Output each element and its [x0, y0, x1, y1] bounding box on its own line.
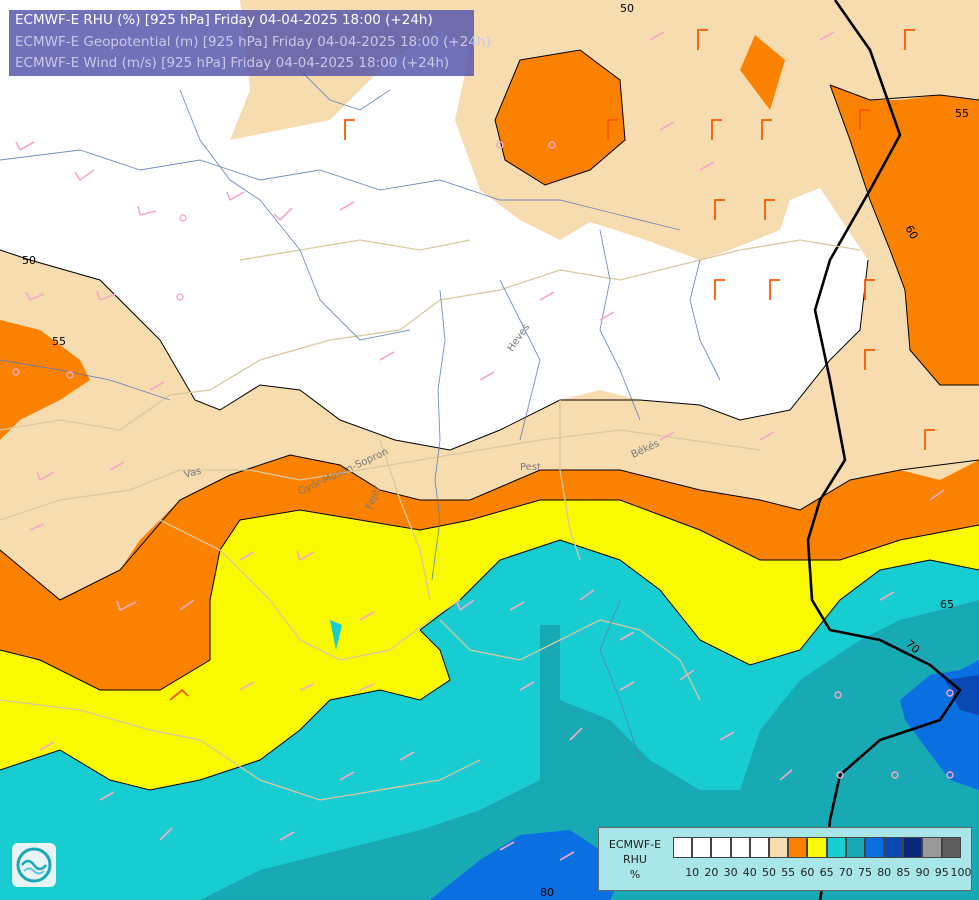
admin-borders	[0, 239, 861, 801]
legend-tick-label: 100	[950, 866, 972, 879]
legend-swatch	[826, 837, 846, 858]
place-label: Vas	[183, 466, 203, 481]
legend-tick-label: 50	[762, 866, 776, 879]
contour-label: 55	[955, 107, 969, 120]
rhu-75-area	[200, 600, 979, 900]
legend-model: ECMWF-E	[608, 838, 662, 851]
contour-label: 80	[540, 886, 554, 899]
rhu-title: ECMWF-E RHU (%) [925 hPa] Friday 04-04-2…	[15, 12, 433, 28]
legend-swatch	[884, 837, 904, 858]
legend-ticks: 10 20 30 40 50 55 60 65 70 75 80 85 90 95 100	[673, 866, 973, 880]
ecmwf-logo-icon	[12, 843, 56, 887]
rhu-70-small	[330, 620, 342, 650]
legend-swatch	[749, 837, 769, 858]
rhu-60-main-band	[0, 455, 979, 690]
geopotential-contour	[806, 0, 962, 900]
legend-swatches	[673, 837, 961, 858]
contour-label: 50	[620, 2, 634, 15]
rhu-contours	[0, 49, 979, 791]
contour-label: 65	[940, 598, 954, 611]
legend-tick-label: 40	[742, 866, 757, 879]
legend-swatch	[845, 837, 865, 858]
legend-swatch	[730, 837, 750, 858]
rhu-below-55-area	[0, 0, 868, 450]
contour-label: 50	[22, 254, 36, 267]
legend-tick-label: 20	[704, 866, 719, 879]
color-legend: ECMWF-E RHU % 10 20 30 40 50 55 60 65 70 75 80 85 90…	[598, 827, 972, 891]
contour-label: 60	[902, 223, 920, 242]
legend-tick-label: 30	[723, 866, 738, 879]
legend-variable: RHU	[623, 853, 647, 866]
place-label: Pest	[520, 462, 541, 473]
legend-tick-label: 85	[896, 866, 911, 879]
legend-swatch	[922, 837, 942, 858]
legend-tick-label: 10	[685, 866, 700, 879]
geopotential-title: ECMWF-E Geopotential (m) [925 hPa] Frida…	[15, 34, 491, 50]
contour-label: 55	[52, 335, 66, 348]
legend-swatch	[711, 837, 731, 858]
strong-wind-barbs	[169, 29, 935, 701]
legend-tick-label: 80	[877, 866, 892, 879]
legend-swatch	[941, 837, 961, 858]
rhu-60-west	[0, 320, 90, 440]
rhu-80-area-south	[430, 830, 620, 900]
legend-swatch	[768, 837, 789, 858]
map-title-box: ECMWF-E RHU (%) [925 hPa] Friday 04-04-2…	[9, 10, 491, 76]
rhu-60-north-small	[740, 35, 785, 110]
legend-tick-label: 60	[800, 866, 815, 879]
legend-unit: %	[629, 868, 641, 881]
legend-swatch	[788, 837, 808, 858]
legend-swatch	[903, 837, 923, 858]
legend-swatch	[673, 837, 693, 858]
calm-circles	[12, 141, 954, 779]
rivers	[0, 69, 721, 761]
legend-tick-label: 70	[838, 866, 853, 879]
legend-tick-label: 65	[819, 866, 834, 879]
legend-tick-label: 90	[915, 866, 930, 879]
legend-swatch	[807, 837, 827, 858]
legend-tick-label: 95	[934, 866, 949, 879]
legend-tick-label: 75	[858, 866, 872, 879]
rhu-60-east	[830, 85, 979, 385]
legend-swatch	[692, 837, 712, 858]
rhu-60-north	[495, 50, 625, 185]
wind-barbs	[15, 31, 945, 861]
legend-tick-label: 55	[781, 866, 796, 879]
wind-title: ECMWF-E Wind (m/s) [925 hPa] Friday 04-0…	[15, 55, 450, 71]
legend-swatch	[864, 837, 885, 858]
